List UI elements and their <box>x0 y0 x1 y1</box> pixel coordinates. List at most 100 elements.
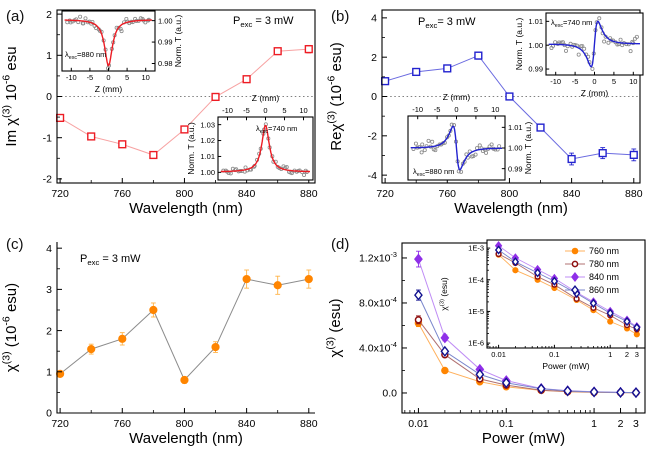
axis-frame <box>486 239 646 349</box>
chart-c: 720 760 800 840 880 0 1 2 3 4 Wavelength (nm) χ(3) … <box>1 242 318 447</box>
svg-text:720: 720 <box>51 418 69 430</box>
svg-text:760 nm: 760 nm <box>589 246 619 256</box>
svg-text:1E-6: 1E-6 <box>468 339 484 348</box>
annotation-c: Pexc = 3 mW <box>80 253 141 267</box>
panel-label-b: (b) <box>331 8 350 25</box>
svg-text:0: 0 <box>46 408 52 420</box>
svg-text:840: 840 <box>563 188 581 200</box>
svg-text:0.01: 0.01 <box>408 418 429 430</box>
svg-text:1.03: 1.03 <box>200 120 215 129</box>
panel-b: 720 760 800 840 880 -4 -2 0 2 4 Wavelength (nm) Reχ… <box>325 0 650 230</box>
svg-text:1E-3: 1E-3 <box>468 244 484 253</box>
inset-label-b2: λexc=880 nm <box>413 167 454 178</box>
svg-text:720: 720 <box>376 188 394 200</box>
axes-b2: -10 -5 0 5 10 1.01 1.00 0.99 Z (mm) Norm. T (a.u.… <box>412 92 533 174</box>
svg-text:800: 800 <box>176 418 194 430</box>
svg-text:Wavelength (nm): Wavelength (nm) <box>129 430 243 447</box>
svg-text:Power (mW): Power (mW) <box>482 430 565 447</box>
svg-text:760: 760 <box>439 188 457 200</box>
svg-text:-10: -10 <box>222 106 233 115</box>
svg-text:-1: -1 <box>43 132 52 144</box>
svg-text:720: 720 <box>51 188 69 200</box>
svg-text:860 nm: 860 nm <box>589 285 619 295</box>
svg-text:-2: -2 <box>43 174 52 186</box>
axis-frame <box>56 242 315 414</box>
svg-text:χ(3) (esu): χ(3) (esu) <box>325 298 344 357</box>
svg-text:760: 760 <box>114 418 132 430</box>
panel-label-d: (d) <box>331 236 350 253</box>
svg-text:Reχ(3) (10-6 esu): Reχ(3) (10-6 esu) <box>326 42 345 150</box>
svg-text:800: 800 <box>176 188 194 200</box>
svg-text:1.01: 1.01 <box>528 17 543 26</box>
svg-text:4: 4 <box>371 13 377 25</box>
annotation-b: Pexc= 3 mW <box>418 16 476 30</box>
svg-text:-10: -10 <box>412 105 423 114</box>
svg-text:780 nm: 780 nm <box>589 259 619 269</box>
panel-label-a: (a) <box>6 8 25 25</box>
svg-text:-5: -5 <box>434 105 441 114</box>
svg-text:Z (mm): Z (mm) <box>443 92 471 102</box>
svg-text:0.0: 0.0 <box>382 388 397 400</box>
svg-text:-10: -10 <box>66 73 77 82</box>
svg-text:1E-5: 1E-5 <box>468 307 484 316</box>
svg-text:2: 2 <box>618 418 624 430</box>
svg-text:4.0x10-4: 4.0x10-4 <box>359 340 397 354</box>
svg-text:0.99: 0.99 <box>508 164 523 173</box>
svg-text:3: 3 <box>46 284 52 296</box>
svg-text:0: 0 <box>371 91 377 103</box>
svg-text:0: 0 <box>592 77 596 86</box>
panel-label-c: (c) <box>6 236 24 253</box>
svg-text:1.01: 1.01 <box>508 123 523 132</box>
svg-text:0: 0 <box>263 106 267 115</box>
svg-text:800: 800 <box>501 188 519 200</box>
svg-text:1: 1 <box>591 418 597 430</box>
svg-text:1.00: 1.00 <box>158 16 173 25</box>
svg-text:2: 2 <box>46 9 52 21</box>
chart-b: 720 760 800 840 880 -4 -2 0 2 4 Wavelength (nm) Reχ… <box>326 9 643 217</box>
svg-text:0: 0 <box>46 91 52 103</box>
svg-text:1.00: 1.00 <box>508 144 523 153</box>
svg-text:Im χ(3) 10-6 esu: Im χ(3) 10-6 esu <box>1 46 20 146</box>
fit-curve-a2 <box>220 124 310 173</box>
svg-text:880: 880 <box>300 188 318 200</box>
chart-a1: -10 -5 0 5 10 1.00 0.99 0.98 Z (mm) Norm. T (a.u.… <box>61 10 183 94</box>
svg-text:10: 10 <box>142 73 150 82</box>
svg-text:Z (mm): Z (mm) <box>252 93 280 103</box>
svg-text:-5: -5 <box>243 106 250 115</box>
axes-a1: -10 -5 0 5 10 1.00 0.99 0.98 Z (mm) Norm. T (a.u.… <box>66 15 183 94</box>
fit-curve-b1 <box>548 20 640 68</box>
axes-b: 720 760 800 840 880 -4 -2 0 2 4 Wavelength (nm) Reχ… <box>326 13 643 217</box>
svg-text:840: 840 <box>238 418 256 430</box>
svg-text:0: 0 <box>106 73 110 82</box>
panel-d: 0.01 0.1 1 2 3 0.0 4.0x10-4 8.0x10-4 1.2x10-3 Pow… <box>325 230 650 460</box>
svg-text:1E-4: 1E-4 <box>468 275 484 284</box>
svg-text:880: 880 <box>300 418 318 430</box>
svg-text:1.00: 1.00 <box>528 41 543 50</box>
svg-text:880: 880 <box>625 188 643 200</box>
svg-text:5: 5 <box>282 106 286 115</box>
svg-text:1: 1 <box>608 350 612 359</box>
axes-c: 720 760 800 840 880 0 1 2 3 4 Wavelength (nm) χ(3) … <box>1 243 318 447</box>
svg-text:10: 10 <box>491 105 499 114</box>
inset-label-b1: λexc=740 nm <box>551 18 592 29</box>
svg-text:4: 4 <box>46 243 52 255</box>
svg-text:Norm. T (a.u.): Norm. T (a.u.) <box>514 18 524 71</box>
svg-text:1: 1 <box>46 50 52 62</box>
svg-text:Wavelength (nm): Wavelength (nm) <box>454 200 568 217</box>
svg-text:χ(3) (10-6 esu): χ(3) (10-6 esu) <box>1 283 20 372</box>
svg-text:0.01: 0.01 <box>491 350 506 359</box>
panel-c: 720 760 800 840 880 0 1 2 3 4 Wavelength (nm) χ(3) … <box>0 230 325 460</box>
svg-text:Z (mm): Z (mm) <box>581 88 609 98</box>
svg-text:-5: -5 <box>572 77 579 86</box>
svg-text:2: 2 <box>46 325 52 337</box>
svg-text:1: 1 <box>46 366 52 378</box>
svg-text:Z (mm): Z (mm) <box>95 84 123 94</box>
svg-text:0: 0 <box>454 105 458 114</box>
svg-text:760: 760 <box>114 188 132 200</box>
series-group-d <box>414 250 641 399</box>
svg-text:0.1: 0.1 <box>549 350 559 359</box>
svg-text:Wavelength (nm): Wavelength (nm) <box>129 200 243 217</box>
svg-text:2: 2 <box>625 350 629 359</box>
